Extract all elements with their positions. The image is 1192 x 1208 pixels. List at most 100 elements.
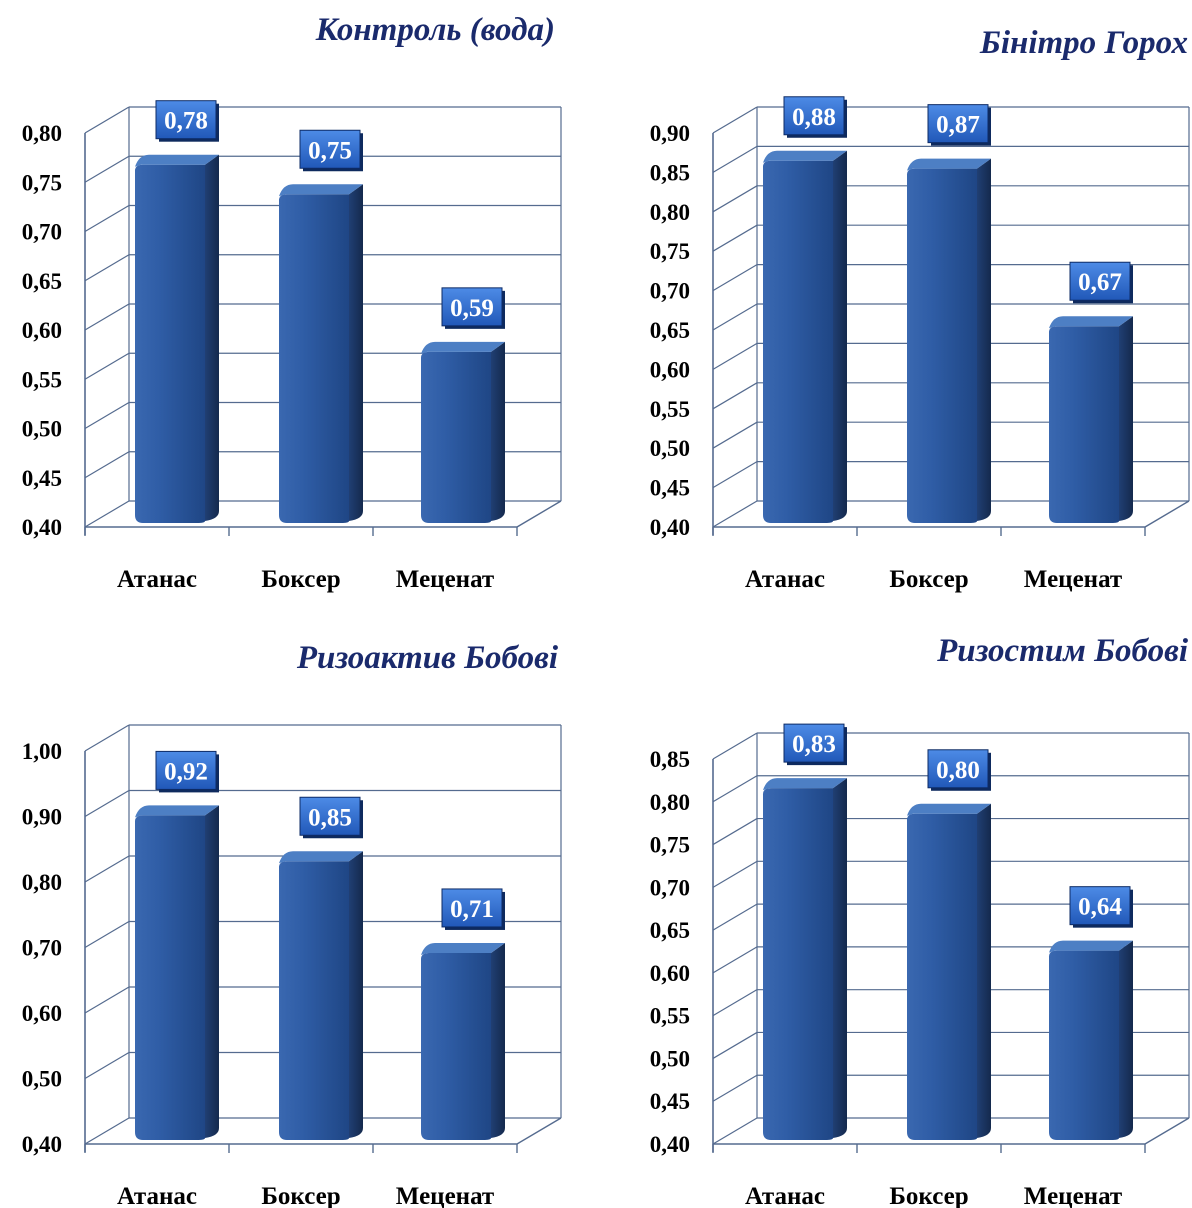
data-label-box bbox=[155, 750, 217, 790]
chart-2: 0,40 0,45 0,50 0,55 0,60 0,65 0,70 0,75 0,80 0,85… bbox=[650, 25, 1190, 593]
bar-side bbox=[349, 851, 363, 1138]
data-label-box bbox=[299, 129, 361, 169]
gridline-side bbox=[712, 185, 758, 213]
y-tick-label: 0,40 bbox=[650, 515, 690, 540]
y-tick-label: 0,70 bbox=[650, 875, 690, 900]
category-label: Боксер bbox=[261, 566, 340, 593]
y-tick-label: 0,80 bbox=[650, 200, 690, 225]
bar-front bbox=[907, 168, 977, 523]
bar-top bbox=[907, 158, 991, 171]
data-label: 0,67 bbox=[1078, 269, 1122, 296]
bar-top bbox=[763, 778, 847, 791]
chart-4: 0,40 0,45 0,50 0,55 0,60 0,65 0,70 0,75 0,80 0,85… bbox=[650, 633, 1190, 1208]
gridline-side bbox=[712, 224, 758, 252]
y-tick-label: 0,90 bbox=[650, 121, 690, 146]
bar-side bbox=[833, 778, 847, 1138]
bar-Боксер bbox=[907, 803, 991, 1140]
gridline-side bbox=[712, 860, 758, 888]
bar-Меценат bbox=[1049, 940, 1133, 1140]
bar-side bbox=[205, 154, 219, 521]
y-tick-label: 0,60 bbox=[22, 1001, 62, 1026]
data-label-box bbox=[927, 104, 989, 144]
bar-top bbox=[1049, 940, 1133, 953]
category-label: Боксер bbox=[889, 566, 968, 593]
data-label: 0,85 bbox=[308, 804, 352, 831]
data-label: 0,75 bbox=[308, 137, 352, 164]
gridline-side bbox=[712, 775, 758, 803]
y-tick-label: 0,50 bbox=[22, 1067, 62, 1092]
chart-3: 0,40 0,50 0,60 0,70 0,80 0,90 1,00 Ризоактив Бо… bbox=[22, 640, 562, 1208]
bar-Меценат bbox=[421, 942, 505, 1140]
gridline-side bbox=[84, 724, 130, 752]
gridline-side bbox=[84, 789, 130, 818]
bar-front bbox=[135, 815, 205, 1140]
chart-title: Бінітро Горох bbox=[979, 25, 1188, 61]
y-tick-label: 0,40 bbox=[22, 1132, 62, 1157]
gridline-side bbox=[84, 1051, 130, 1080]
data-label: 0,80 bbox=[936, 757, 980, 784]
gridline-side bbox=[84, 352, 130, 380]
bar-Боксер bbox=[907, 158, 991, 523]
bar-front bbox=[763, 788, 833, 1140]
gridline-side bbox=[712, 303, 758, 331]
y-tick-label: 0,45 bbox=[650, 476, 690, 501]
bar-Боксер bbox=[279, 184, 363, 523]
y-tick-label: 1,00 bbox=[22, 739, 62, 764]
bar-front bbox=[907, 813, 977, 1140]
data-label-box bbox=[299, 796, 361, 836]
gridline-side bbox=[84, 401, 130, 430]
y-tick-label: 0,70 bbox=[22, 936, 62, 961]
chart-title: Контроль (вода) bbox=[315, 12, 555, 48]
y-tick-label: 0,75 bbox=[650, 833, 690, 858]
gridline-side bbox=[712, 1117, 758, 1145]
bar-side bbox=[977, 158, 991, 521]
data-label-box bbox=[1069, 886, 1131, 926]
bar-side bbox=[491, 341, 505, 521]
y-tick-label: 0,55 bbox=[650, 1004, 690, 1029]
category-label: Атанас bbox=[117, 566, 197, 593]
y-tick-label: 0,55 bbox=[22, 367, 62, 392]
y-tick-label: 0,85 bbox=[650, 747, 690, 772]
y-tick-label: 0,80 bbox=[22, 870, 62, 895]
gridline-side bbox=[712, 145, 758, 173]
bar-side bbox=[833, 150, 847, 521]
bar-side bbox=[205, 805, 219, 1138]
bar-front bbox=[1049, 326, 1119, 523]
category-label: Атанас bbox=[745, 1183, 825, 1208]
data-label-box bbox=[441, 888, 503, 928]
gridline-side bbox=[84, 920, 130, 949]
category-label: Меценат bbox=[1024, 566, 1122, 593]
data-label: 0,59 bbox=[450, 295, 494, 322]
data-label: 0,83 bbox=[792, 731, 836, 758]
y-tick-label: 0,65 bbox=[650, 918, 690, 943]
data-label: 0,64 bbox=[1078, 894, 1122, 921]
gridline-side bbox=[712, 989, 758, 1017]
data-label: 0,92 bbox=[164, 758, 208, 785]
y-tick-label: 0,55 bbox=[650, 397, 690, 422]
y-tick-label: 0,60 bbox=[22, 318, 62, 343]
y-tick-label: 0,45 bbox=[650, 1089, 690, 1114]
category-label: Меценат bbox=[1024, 1183, 1122, 1208]
y-tick-label: 0,50 bbox=[650, 1046, 690, 1071]
bar-side bbox=[491, 942, 505, 1138]
y-tick-label: 0,70 bbox=[22, 220, 62, 245]
chart-title: Ризоактив Бобові bbox=[296, 640, 559, 676]
category-label: Меценат bbox=[396, 566, 494, 593]
gridline-side bbox=[712, 1074, 758, 1102]
data-label-box bbox=[927, 749, 989, 789]
gridline-side bbox=[712, 421, 758, 449]
bar-top bbox=[1049, 316, 1133, 329]
gridline-side bbox=[712, 382, 758, 410]
category-label: Боксер bbox=[889, 1183, 968, 1208]
bar-Атанас bbox=[763, 150, 847, 523]
data-label-box bbox=[783, 96, 845, 136]
data-label: 0,88 bbox=[792, 104, 836, 131]
y-tick-label: 0,40 bbox=[22, 515, 62, 540]
y-tick-label: 0,75 bbox=[22, 170, 62, 195]
y-tick-label: 0,65 bbox=[22, 269, 62, 294]
y-tick-label: 0,90 bbox=[22, 805, 62, 830]
gridline-side bbox=[712, 818, 758, 846]
bar-front bbox=[1049, 950, 1119, 1140]
bar-side bbox=[1119, 316, 1133, 521]
